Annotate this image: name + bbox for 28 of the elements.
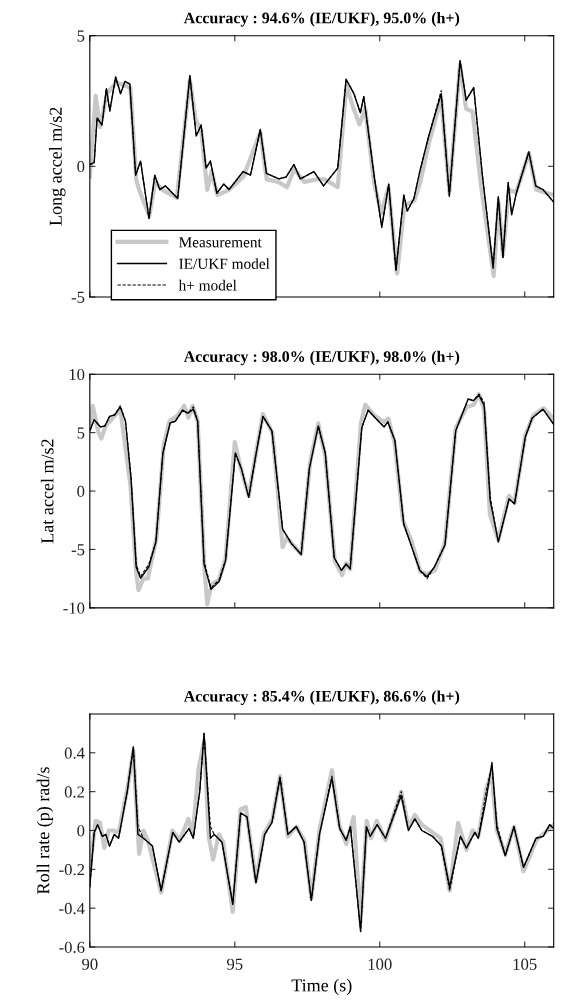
- y-tick-label: -0.6: [59, 941, 85, 954]
- y-tick-label: -5: [71, 291, 85, 303]
- y-tick-label: -0.2: [59, 864, 85, 876]
- y-tick-label: 0.4: [64, 747, 85, 759]
- legend-label: IE/UKF model: [179, 258, 270, 269]
- x-tick-label: 95: [227, 958, 243, 970]
- chart-title: Accuracy : 85.4% (IE/UKF), 86.6% (h+): [183, 690, 460, 705]
- chart-title: Accuracy : 94.6% (IE/UKF), 95.0% (h+): [183, 12, 460, 27]
- y-axis-title: Lat accel m/s2: [40, 439, 54, 544]
- y-tick-label: 0: [77, 161, 85, 173]
- y-tick-label: 0: [77, 825, 85, 837]
- y-tick-label: 5: [77, 30, 85, 42]
- legend-label: h+ model: [178, 279, 237, 291]
- y-tick-label: 10: [69, 368, 85, 381]
- y-axis-title: Long accel m/s2: [49, 107, 66, 226]
- x-tick-label: 105: [513, 958, 537, 970]
- y-tick-label: -10: [63, 602, 85, 614]
- y-tick-label: -0.4: [59, 902, 85, 915]
- x-tick-label: 100: [368, 958, 392, 970]
- y-tick-label: 5: [77, 427, 85, 439]
- legend-label: Measurement: [179, 237, 262, 248]
- y-tick-label: -5: [71, 544, 85, 556]
- x-axis-title: Time (s): [291, 978, 352, 996]
- chart-title: Accuracy : 98.0% (IE/UKF), 98.0% (h+): [183, 350, 460, 366]
- y-tick-label: 0.2: [64, 786, 85, 798]
- y-tick-label: 0: [77, 485, 85, 497]
- y-axis-title: Roll rate (p) rad/s: [36, 767, 54, 894]
- x-tick-label: 90: [82, 958, 98, 970]
